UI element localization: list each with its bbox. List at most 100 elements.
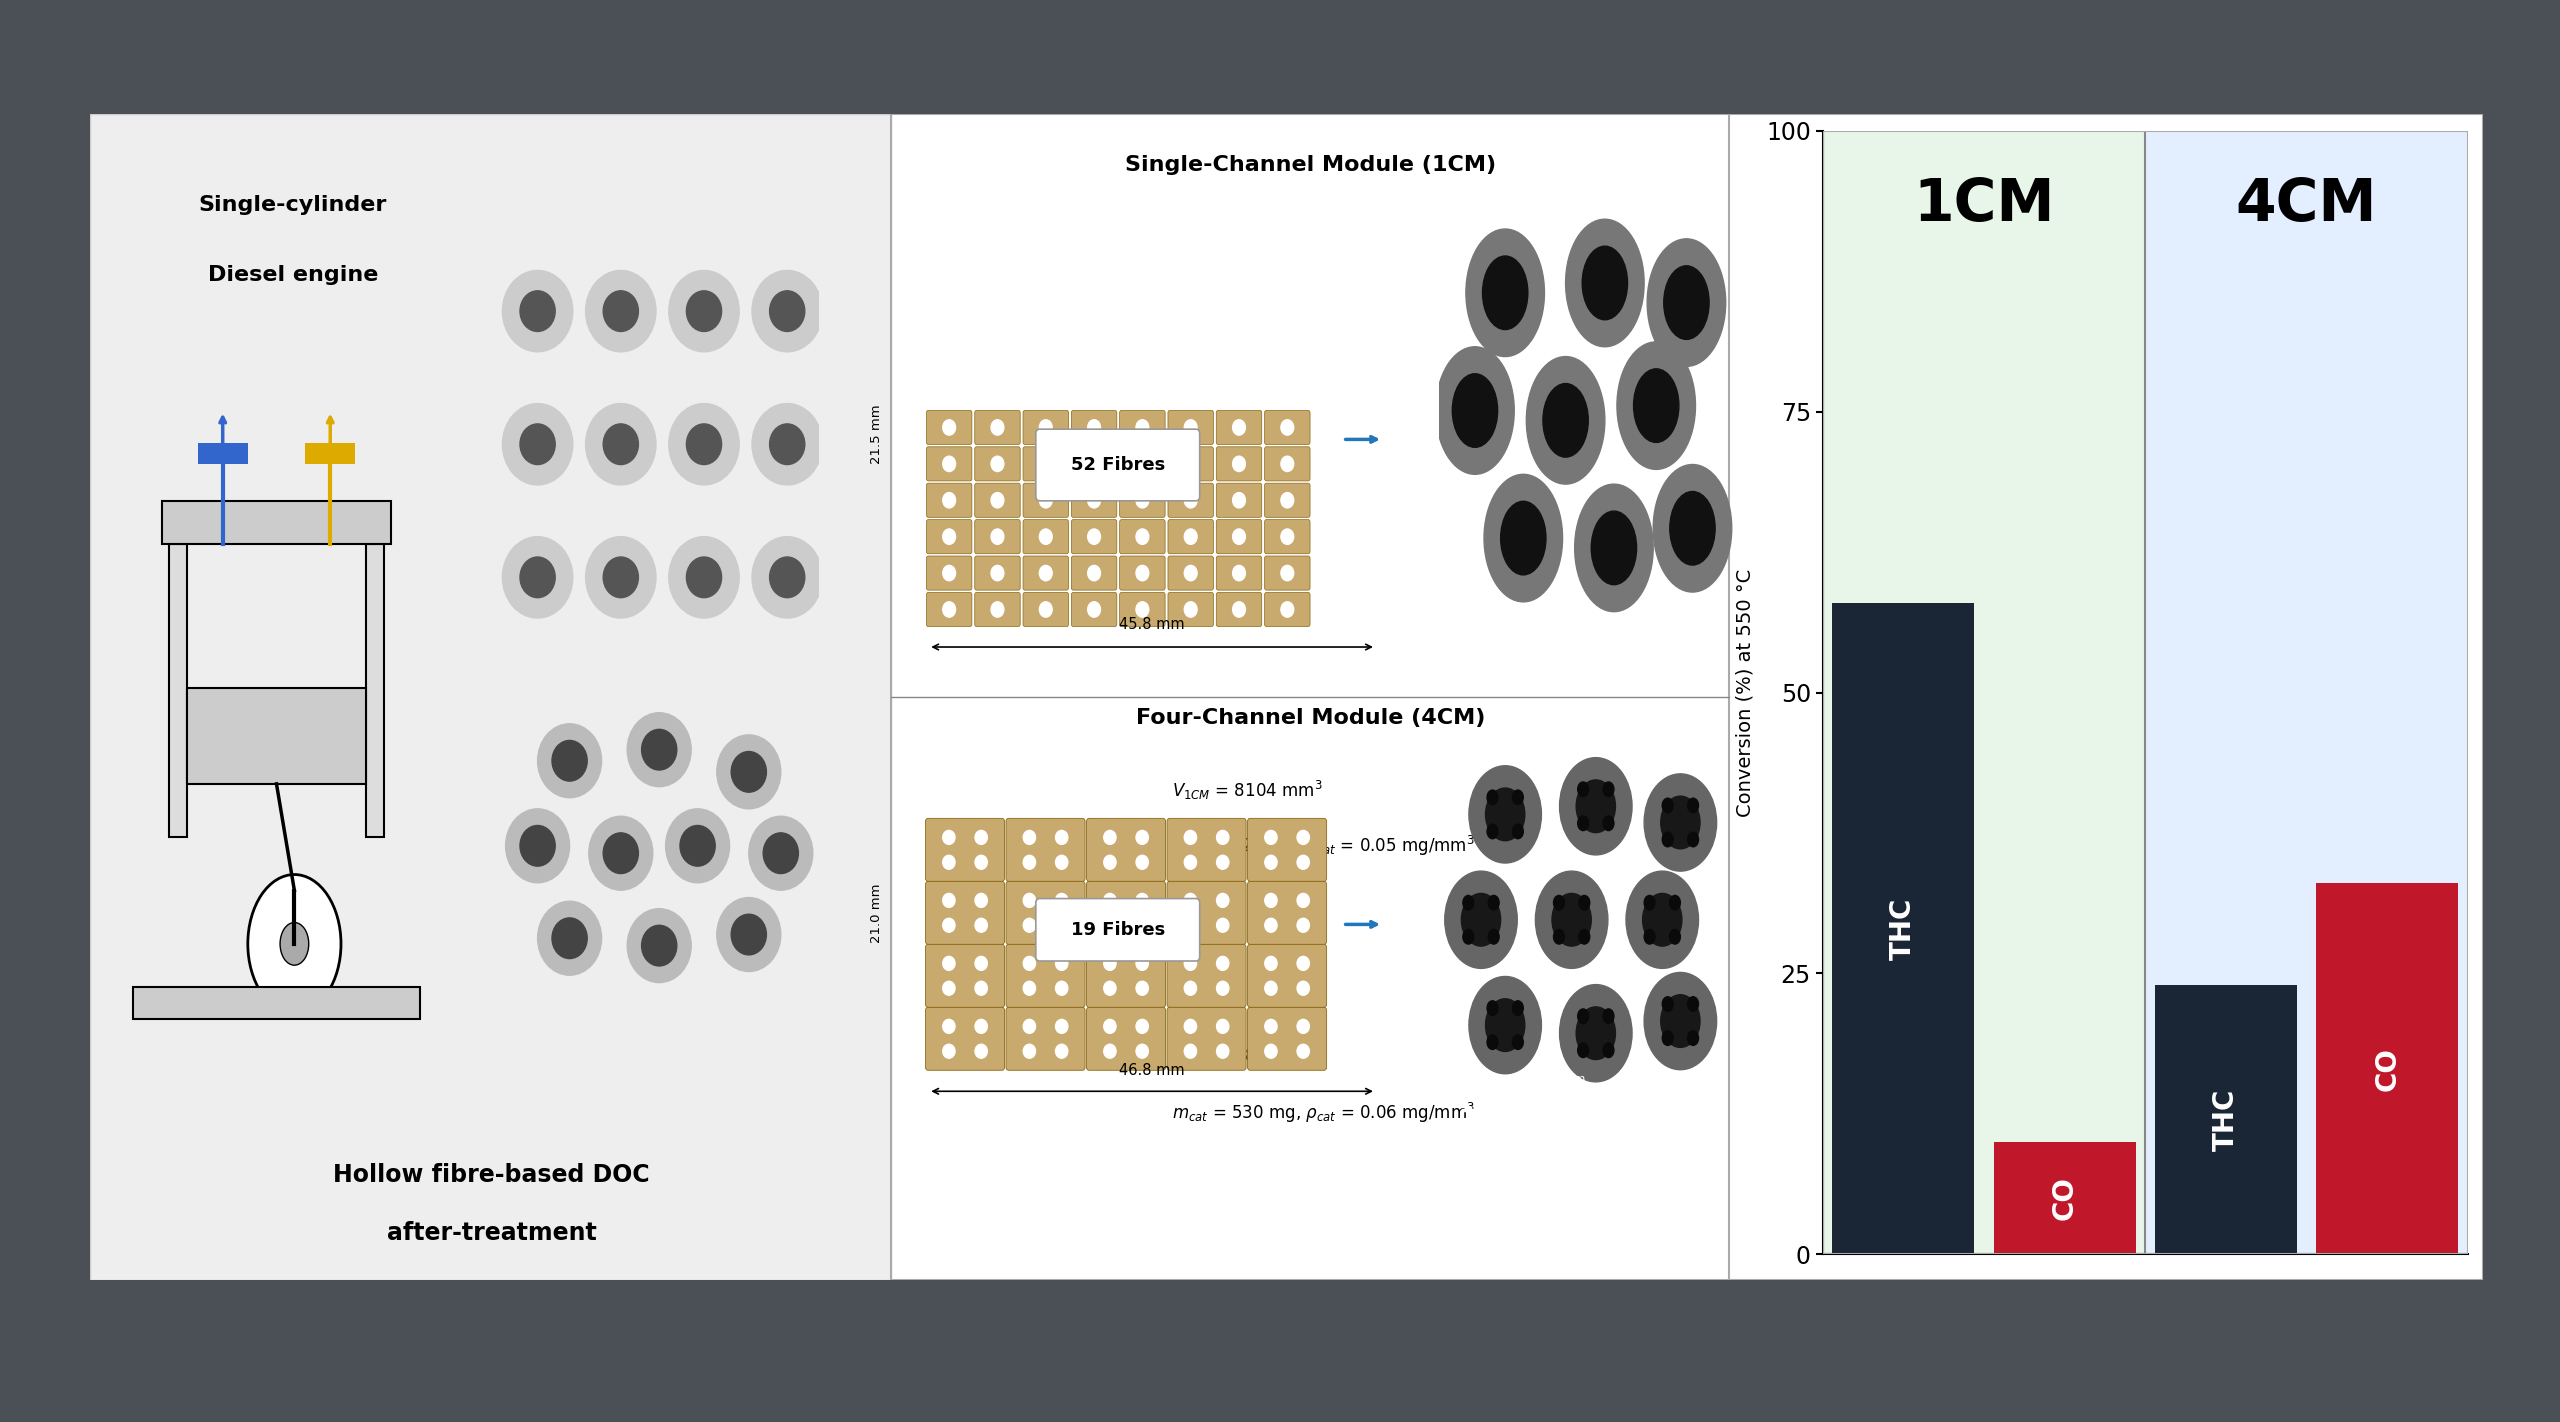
Text: 21.0 mm: 21.0 mm — [870, 884, 883, 943]
Circle shape — [1487, 825, 1498, 839]
Circle shape — [1216, 855, 1229, 869]
Circle shape — [1265, 981, 1277, 995]
FancyBboxPatch shape — [1070, 593, 1116, 627]
Circle shape — [586, 270, 655, 351]
Circle shape — [1055, 855, 1068, 869]
Circle shape — [1603, 1010, 1613, 1024]
Circle shape — [975, 855, 988, 869]
FancyBboxPatch shape — [1024, 447, 1068, 481]
Text: after-treatment: after-treatment — [387, 1221, 596, 1246]
Circle shape — [1137, 419, 1149, 435]
Circle shape — [942, 456, 955, 472]
Circle shape — [1088, 419, 1101, 435]
Circle shape — [1103, 1044, 1116, 1058]
Circle shape — [1088, 456, 1101, 472]
Circle shape — [1436, 347, 1516, 475]
Circle shape — [1618, 341, 1695, 469]
Circle shape — [975, 981, 988, 995]
Circle shape — [942, 957, 955, 970]
Circle shape — [1185, 1020, 1196, 1034]
Circle shape — [1644, 930, 1654, 944]
Circle shape — [1469, 765, 1541, 863]
Circle shape — [643, 926, 676, 966]
FancyBboxPatch shape — [1006, 818, 1085, 882]
FancyBboxPatch shape — [1265, 447, 1311, 481]
Circle shape — [1469, 977, 1541, 1074]
Circle shape — [1582, 246, 1628, 320]
FancyBboxPatch shape — [1167, 1007, 1247, 1071]
FancyBboxPatch shape — [1024, 483, 1068, 518]
Circle shape — [753, 536, 822, 619]
Circle shape — [1280, 456, 1293, 472]
Circle shape — [1661, 997, 1674, 1011]
Circle shape — [1137, 830, 1149, 845]
Circle shape — [604, 557, 637, 597]
FancyBboxPatch shape — [1070, 483, 1116, 518]
FancyBboxPatch shape — [1024, 593, 1068, 627]
Circle shape — [1024, 1044, 1037, 1058]
Circle shape — [1626, 872, 1697, 968]
Circle shape — [1103, 830, 1116, 845]
Circle shape — [717, 735, 781, 809]
Circle shape — [1485, 998, 1526, 1051]
Circle shape — [643, 729, 676, 771]
Circle shape — [1644, 973, 1718, 1069]
FancyBboxPatch shape — [1119, 411, 1165, 445]
Bar — [197, 442, 248, 464]
Circle shape — [991, 492, 1004, 508]
Text: Diesel engine: Diesel engine — [207, 266, 379, 286]
Circle shape — [502, 536, 573, 619]
FancyBboxPatch shape — [1085, 1007, 1165, 1071]
Circle shape — [1513, 1001, 1523, 1015]
Circle shape — [1669, 492, 1715, 565]
Circle shape — [520, 557, 556, 597]
Bar — [2156, 984, 2296, 1254]
Text: 2500 μm: 2500 μm — [1533, 606, 1585, 619]
Bar — [366, 545, 384, 838]
Circle shape — [1577, 1010, 1590, 1024]
Circle shape — [771, 292, 804, 331]
FancyBboxPatch shape — [1265, 593, 1311, 627]
Circle shape — [942, 919, 955, 933]
Text: CO: CO — [2051, 1176, 2079, 1220]
Circle shape — [1185, 529, 1198, 545]
Circle shape — [1592, 510, 1636, 584]
Text: 4CM: 4CM — [2235, 176, 2378, 233]
Circle shape — [1216, 957, 1229, 970]
Circle shape — [732, 751, 765, 792]
Circle shape — [1500, 502, 1546, 574]
Circle shape — [1577, 782, 1590, 796]
Circle shape — [1185, 893, 1196, 907]
Circle shape — [771, 424, 804, 465]
Circle shape — [1603, 782, 1613, 796]
Circle shape — [1265, 893, 1277, 907]
Circle shape — [1298, 830, 1308, 845]
FancyBboxPatch shape — [1006, 944, 1085, 1007]
Circle shape — [1137, 456, 1149, 472]
FancyBboxPatch shape — [1167, 882, 1247, 944]
Circle shape — [1231, 419, 1244, 435]
Circle shape — [1280, 419, 1293, 435]
Circle shape — [1577, 779, 1615, 833]
Circle shape — [1487, 1035, 1498, 1049]
Circle shape — [1055, 1020, 1068, 1034]
Circle shape — [1661, 995, 1700, 1048]
Circle shape — [1559, 984, 1633, 1082]
Circle shape — [502, 270, 573, 351]
Text: 2500 μm: 2500 μm — [1533, 1074, 1585, 1086]
Circle shape — [942, 981, 955, 995]
Circle shape — [1687, 1031, 1697, 1045]
FancyBboxPatch shape — [1216, 519, 1262, 553]
FancyBboxPatch shape — [1119, 556, 1165, 590]
FancyBboxPatch shape — [1085, 882, 1165, 944]
Circle shape — [1554, 896, 1564, 910]
Circle shape — [1039, 419, 1052, 435]
Circle shape — [1231, 456, 1244, 472]
Circle shape — [681, 825, 714, 866]
Circle shape — [942, 893, 955, 907]
FancyBboxPatch shape — [927, 483, 973, 518]
Circle shape — [1280, 602, 1293, 617]
Circle shape — [1265, 919, 1277, 933]
Circle shape — [1185, 492, 1198, 508]
Circle shape — [1137, 566, 1149, 580]
